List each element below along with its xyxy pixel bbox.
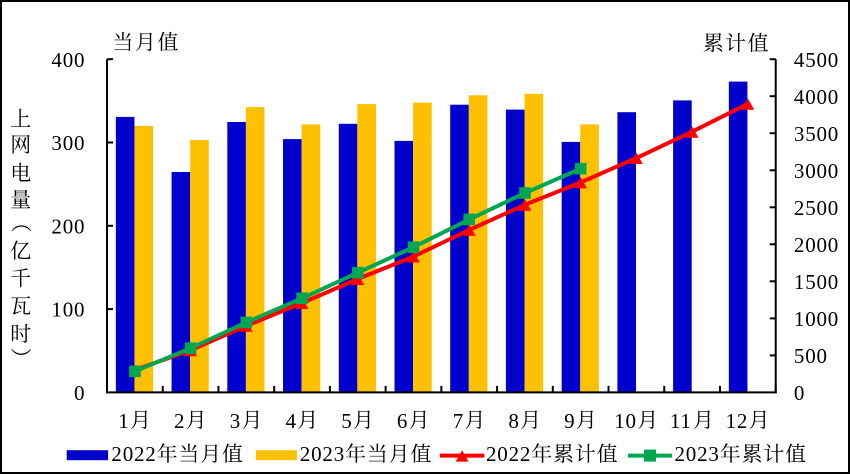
svg-text:1500: 1500 — [794, 270, 839, 294]
svg-text:0: 0 — [74, 381, 85, 405]
svg-text:2023: 2023 — [675, 442, 720, 466]
svg-text:6: 6 — [397, 409, 408, 433]
svg-text:3000: 3000 — [794, 159, 839, 183]
svg-text:2000: 2000 — [794, 233, 839, 257]
svg-text:300: 300 — [51, 131, 85, 155]
svg-text:4000: 4000 — [794, 85, 839, 109]
svg-text:3: 3 — [230, 409, 241, 433]
svg-text:100: 100 — [51, 298, 85, 322]
svg-text:4500: 4500 — [794, 48, 839, 72]
svg-text:3500: 3500 — [794, 122, 839, 146]
svg-text:500: 500 — [794, 344, 828, 368]
svg-text:2023: 2023 — [300, 442, 345, 466]
svg-text:400: 400 — [51, 48, 85, 72]
svg-text:2022: 2022 — [486, 442, 531, 466]
svg-text:2: 2 — [174, 409, 185, 433]
svg-text:1000: 1000 — [794, 307, 839, 331]
svg-text:9: 9 — [564, 409, 575, 433]
svg-text:10: 10 — [614, 409, 637, 433]
svg-text:8: 8 — [508, 409, 519, 433]
svg-text:4: 4 — [286, 409, 297, 433]
svg-text:200: 200 — [51, 214, 85, 238]
svg-text:2022: 2022 — [111, 442, 156, 466]
svg-text:7: 7 — [453, 409, 464, 433]
svg-text:2500: 2500 — [794, 196, 839, 220]
svg-text:11: 11 — [670, 409, 692, 433]
svg-text:12: 12 — [726, 409, 749, 433]
svg-text:1: 1 — [118, 409, 129, 433]
svg-text:0: 0 — [794, 381, 805, 405]
svg-text:5: 5 — [341, 409, 352, 433]
